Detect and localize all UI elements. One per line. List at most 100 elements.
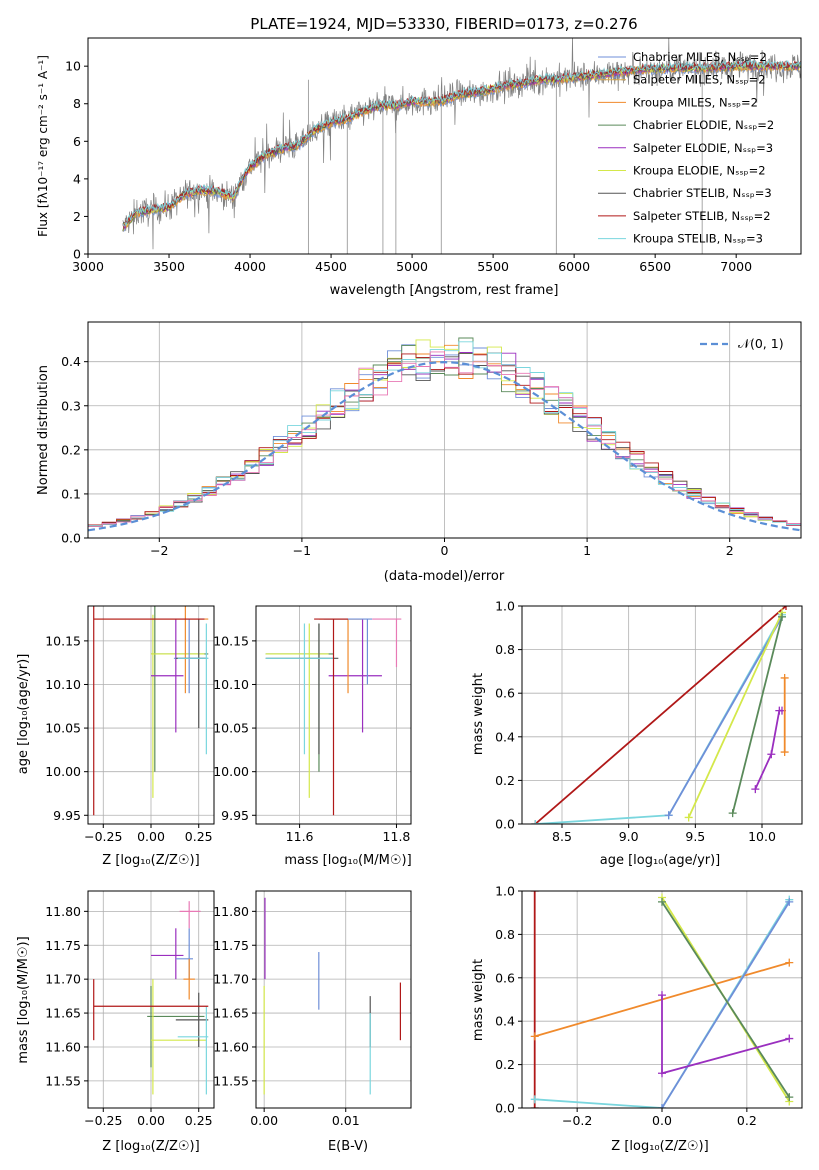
residuals-ytick-label: 0.3	[61, 398, 81, 413]
weight_age-ytick-label: 0.6	[495, 686, 515, 701]
spectrum-xlabel: wavelength [Angstrom, rest frame]	[330, 283, 559, 298]
mass_Z-plot-area	[93, 901, 209, 1095]
weight_age-series-chabrier-elodie	[731, 616, 783, 814]
age-z-ylabel: age [log₁₀(age/yr)]	[16, 654, 31, 775]
mass_Z-panel: −0.25 0.00 0.25 11.55 11.60 11.65 11.70 11.75 11…	[45, 890, 215, 1128]
age_mass-panel: 11.6 11.8 9.95 10.00 10.05 10.10 10.15	[213, 605, 412, 844]
weight_age-ytick-label: 1.0	[495, 599, 515, 614]
mass_ebv-ytick-label: 11.80	[213, 904, 249, 919]
spectrum-title: PLATE=1924, MJD=53330, FIBERID=0173, z=0…	[250, 15, 637, 33]
age_mass-ytick-label: 10.10	[213, 677, 249, 692]
age_mass-point	[265, 623, 334, 755]
legend-label-salpeter-elodie: Salpeter ELODIE, Nₛₛₚ=3	[633, 141, 773, 155]
mass_Z-point	[179, 901, 201, 929]
weight_Z-series-chabrier-miles	[661, 901, 791, 1108]
spectrum-xtick-label: 3000	[72, 259, 104, 274]
age_mass-plot-area	[265, 618, 402, 816]
age_mass-ytick-label: 9.95	[221, 808, 249, 823]
spectrum-panel: 3000 3500 4000 4500 5000 5500 6000 6500 7000 0 2 4 6…	[65, 37, 802, 274]
age_mass-ytick-label: 10.05	[213, 721, 249, 736]
mass_Z-point	[183, 958, 195, 1000]
normal-curve	[88, 360, 801, 532]
age_mass-xtick-label: 11.6	[286, 829, 314, 844]
weight_Z-ytick-label: 1.0	[495, 884, 515, 899]
mass_ebv-panel: 0.00 0.01 11.55 11.60 11.65 11.70 11.75 11.80	[213, 890, 412, 1128]
spectrum-xtick-label: 3500	[153, 259, 185, 274]
age_Z-point	[177, 623, 209, 755]
weight_age-marker	[778, 612, 786, 621]
mass_Z-xtick-label: 0.00	[137, 1113, 165, 1128]
legend-label-chabrier-miles: Chabrier MILES, Nₛₛₚ=2	[633, 50, 767, 64]
age_Z-point	[151, 619, 184, 733]
legend-label-salpeter-miles: Salpeter MILES, Nₛₛₚ=2	[633, 73, 766, 87]
spectrum-ytick-label: 4	[73, 171, 81, 186]
spectrum-xtick-label: 7000	[720, 259, 752, 274]
mass_ebv-ytick-label: 11.55	[213, 1073, 249, 1088]
weight_age-ytick-label: 0.2	[495, 773, 515, 788]
age_Z-xtick-label: 0.00	[137, 829, 165, 844]
spectrum-plot-area	[122, 38, 801, 254]
mass_Z-point	[175, 928, 193, 980]
mass_ebv-ytick-label: 11.60	[213, 1039, 249, 1054]
spectrum-ytick-label: 6	[73, 134, 81, 149]
mass_Z-point	[151, 979, 207, 1095]
weight_Z-marker	[785, 1034, 794, 1043]
weight_age-marker	[664, 811, 673, 820]
age_mass-point	[265, 623, 329, 798]
weight_Z-marker	[658, 1104, 666, 1108]
age_Z-ytick-label: 10.05	[45, 721, 81, 736]
weight_Z-ytick-label: 0.2	[495, 1057, 515, 1072]
spectrum-xtick-label: 5000	[396, 259, 428, 274]
spectrum-ytick-label: 8	[73, 96, 81, 111]
weight_Z-marker	[530, 1095, 539, 1104]
mass_Z-ytick-label: 11.70	[45, 972, 81, 987]
mass_ebv-ytick-label: 11.70	[213, 972, 249, 987]
residuals-xtick-label: 1	[583, 543, 591, 558]
weight-age-ylabel: mass weight	[471, 673, 486, 755]
weight_Z-series-chabrier-elodie	[661, 901, 791, 1098]
residuals-xtick-label: −1	[293, 543, 311, 558]
mass_ebv-ytick-label: 11.75	[213, 938, 249, 953]
weight_age-marker	[684, 813, 693, 822]
hist-step-pink	[88, 351, 801, 528]
mass_Z-point	[93, 979, 209, 1041]
age_Z-xtick-label: −0.25	[84, 829, 122, 844]
weight_Z-marker	[530, 1032, 539, 1041]
weight_Z-panel: −0.2 0.0 0.2 0.0 0.2 0.4 0.6 0.8 1.0	[495, 884, 803, 1128]
weight_Z-series-salpeter-elodie	[661, 995, 790, 1075]
residuals-ytick-label: 0.2	[61, 442, 81, 457]
spectrum-ytick-label: 2	[73, 209, 81, 224]
weight_Z-marker	[785, 897, 794, 906]
weight-age-xlabel: age [log₁₀(age/yr)]	[600, 853, 721, 868]
weight_age-frame	[521, 605, 803, 825]
weight_Z-ytick-label: 0.4	[495, 1014, 515, 1029]
weight_age-ytick-label: 0.4	[495, 729, 515, 744]
weight_age-series-kroupa-elodie	[687, 612, 783, 818]
weight_Z-ytick-label: 0.0	[495, 1101, 515, 1116]
weight_Z-marker	[530, 1104, 539, 1108]
age_Z-point	[93, 606, 205, 816]
weight_Z-marker	[658, 991, 666, 1000]
age_mass-ytick-label: 10.00	[213, 764, 249, 779]
weight_age-marker	[751, 785, 760, 794]
weight_Z-marker	[658, 897, 666, 906]
age_Z-ytick-label: 10.15	[45, 633, 81, 648]
spectrum-xtick-label: 6000	[558, 259, 590, 274]
residuals-xtick-label: 0	[441, 543, 449, 558]
mass_Z-ytick-label: 11.65	[45, 1006, 81, 1021]
age_Z-point	[151, 606, 209, 772]
age_Z-ytick-label: 9.95	[53, 808, 81, 823]
mass_Z-ytick-label: 11.60	[45, 1039, 81, 1054]
mass_ebv-plot-area	[263, 897, 401, 1095]
mass_ebv-frame	[255, 890, 412, 1109]
residuals-plot-area	[88, 337, 801, 532]
spectrum-xtick-label: 6500	[639, 259, 671, 274]
weight_age-series-salpeter-stelib	[534, 606, 787, 824]
age_mass-point	[314, 618, 349, 816]
spectrum-xtick-label: 5500	[477, 259, 509, 274]
age_Z-panel: −0.25 0.00 0.25 9.95 10.00 10.05 10.10 10.15	[45, 605, 215, 844]
age_mass-point	[372, 618, 402, 668]
mass_Z-point	[151, 928, 184, 980]
weight_Z-marker	[530, 891, 539, 895]
